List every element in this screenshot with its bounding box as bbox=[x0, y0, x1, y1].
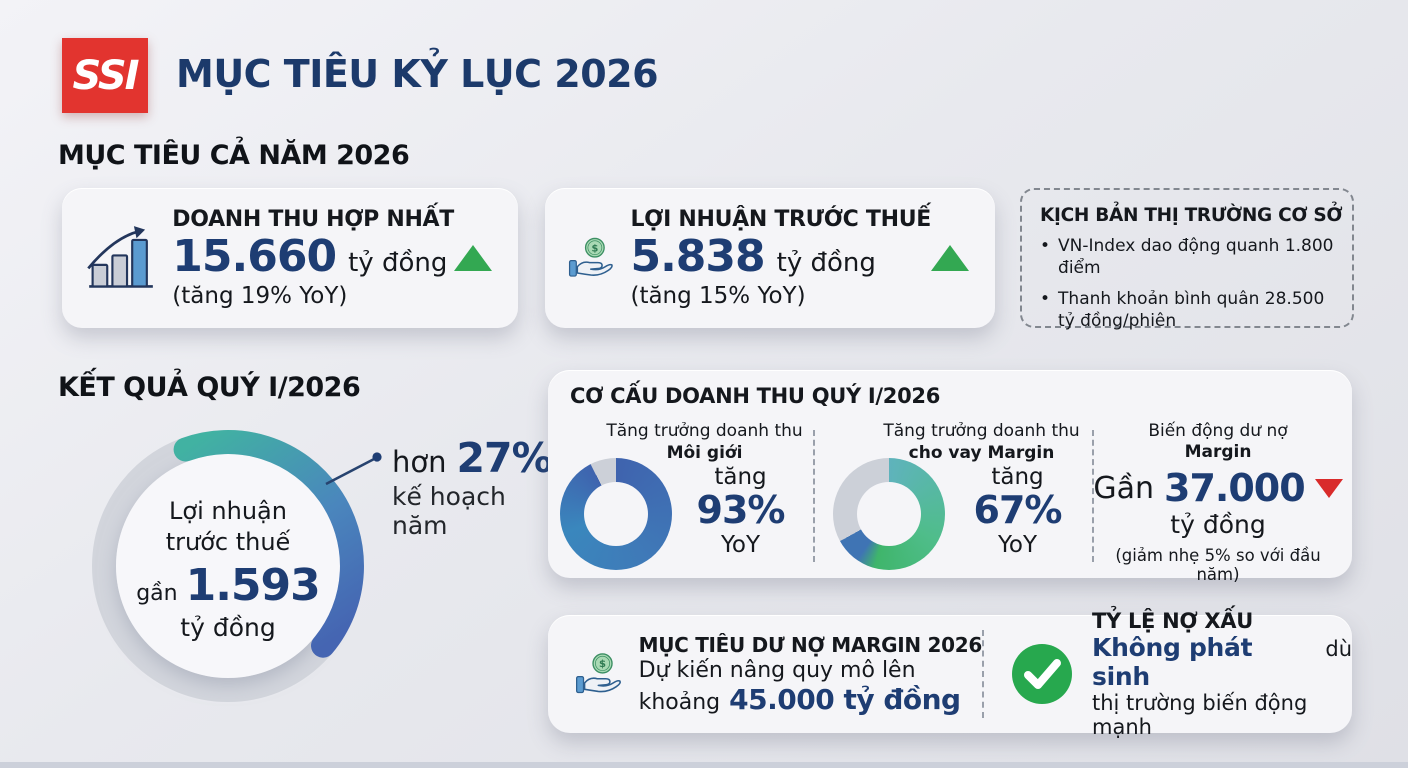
margin-lending-growth-item: Tăng trưởng doanh thu cho vay Margin tăn… bbox=[815, 420, 1092, 572]
revenue-card-text: DOANH THU HỢP NHẤT 15.660 tỷ đồng (tăng … bbox=[172, 207, 454, 308]
bar-chart-icon bbox=[87, 226, 153, 288]
margin-lending-label-line2: cho vay Margin bbox=[908, 443, 1055, 464]
revenue-unit: tỷ đồng bbox=[348, 248, 448, 279]
margin-target-title: MỤC TIÊU DƯ NỢ MARGIN 2026 bbox=[638, 632, 983, 657]
margin-balance-prefix: Gần bbox=[1093, 470, 1155, 506]
svg-text:$: $ bbox=[591, 243, 598, 254]
bullet-dot-icon: • bbox=[1040, 236, 1051, 256]
brokerage-label: Tăng trưởng doanh thu Môi giới bbox=[600, 420, 809, 464]
margin-target-prefix: khoảng bbox=[638, 689, 721, 715]
margin-lending-percent: 67% bbox=[973, 488, 1063, 532]
ssi-logo: SSI bbox=[62, 38, 148, 113]
scenario-bullet-2-text: Thanh khoản bình quân 28.500 tỷ đồng/phi… bbox=[1058, 289, 1325, 332]
bad-debt-suffix: dù bbox=[1325, 637, 1352, 661]
margin-lending-prefix: tăng bbox=[991, 464, 1044, 490]
margin-lending-stats: tăng 67% YoY bbox=[947, 464, 1088, 558]
brokerage-stats: tăng 93% YoY bbox=[672, 464, 809, 558]
q1-section-heading: KẾT QUẢ QUÝ I/2026 bbox=[58, 372, 361, 403]
profit-card: $ LỢI NHUẬN TRƯỚC THUẾ 5.838 tỷ đồng (tă… bbox=[545, 188, 995, 328]
donut-label-line2: trước thuế bbox=[165, 528, 291, 557]
revenue-mix-body: Tăng trưởng doanh thu Môi giới tăng 93% … bbox=[548, 420, 1352, 584]
dashed-divider bbox=[982, 630, 984, 718]
dashed-divider bbox=[813, 430, 815, 562]
donut-unit: tỷ đồng bbox=[180, 613, 276, 643]
donut-callout: hơn 27% kế hoạch năm bbox=[392, 434, 553, 540]
ssi-logo-text: SSI bbox=[72, 52, 139, 99]
revenue-mix-title: CƠ CẤU DOANH THU QUÝ I/2026 bbox=[570, 384, 941, 408]
page-title: MỤC TIÊU KỶ LỤC 2026 bbox=[176, 52, 659, 96]
page-bottom-strip bbox=[0, 762, 1408, 768]
bad-debt-text: TỶ LỆ NỢ XẤU Không phát sinh dù thị trườ… bbox=[1092, 609, 1352, 739]
profit-unit: tỷ đồng bbox=[776, 248, 876, 279]
margin-lending-suffix: YoY bbox=[997, 531, 1038, 558]
margin-lending-donut-chart bbox=[833, 458, 945, 570]
bad-debt-title: TỶ LỆ NỢ XẤU bbox=[1092, 609, 1254, 633]
brokerage-suffix: YoY bbox=[720, 531, 761, 558]
margin-target-value: 45.000 tỷ đồng bbox=[729, 682, 961, 716]
down-triangle-icon bbox=[1314, 478, 1343, 498]
svg-text:$: $ bbox=[599, 659, 606, 670]
market-scenario-card: KỊCH BẢN THỊ TRƯỜNG CƠ SỞ • VN-Index dao… bbox=[1020, 188, 1354, 331]
brokerage-prefix: tăng bbox=[714, 464, 767, 490]
margin-balance-value: 37.000 bbox=[1164, 466, 1306, 511]
margin-balance-stack: Biến động dư nợ Margin Gần 37.000 tỷ đồn… bbox=[1093, 420, 1343, 585]
callout-suffix: kế hoạch năm bbox=[392, 482, 506, 540]
bad-debt-highlight: Không phát sinh bbox=[1092, 633, 1253, 691]
donut-value: 1.593 bbox=[185, 560, 321, 612]
hand-coin-icon: $ bbox=[576, 653, 621, 694]
margin-balance-item: Biến động dư nợ Margin Gần 37.000 tỷ đồn… bbox=[1093, 420, 1352, 584]
donut-chart bbox=[92, 430, 364, 702]
margin-target-left: $ MỤC TIÊU DƯ NỢ MARGIN 2026 Dự kiến nân… bbox=[548, 633, 982, 716]
scenario-bullet-1: • VN-Index dao động quanh 1.800 điểm bbox=[1040, 235, 1338, 279]
revenue-card: DOANH THU HỢP NHẤT 15.660 tỷ đồng (tăng … bbox=[62, 188, 518, 328]
margin-target-line1: Dự kiến nâng quy mô lên bbox=[638, 657, 916, 683]
profit-value: 5.838 bbox=[630, 231, 765, 283]
profit-progress-donut: Lợi nhuận trước thuế gần 1.593 tỷ đồng h… bbox=[58, 418, 553, 720]
margin-balance-label-line2: Margin bbox=[1184, 442, 1252, 463]
brokerage-percent: 93% bbox=[696, 488, 786, 532]
revenue-note: (tăng 19% YoY) bbox=[172, 282, 348, 309]
margin-balance-note: (giảm nhẹ 5% so với đầu năm) bbox=[1115, 546, 1321, 585]
profit-card-text: LỢI NHUẬN TRƯỚC THUẾ 5.838 tỷ đồng (tăng… bbox=[630, 207, 931, 308]
bad-debt-section: TỶ LỆ NỢ XẤU Không phát sinh dù thị trườ… bbox=[984, 609, 1352, 739]
brokerage-label-line2: Môi giới bbox=[666, 443, 743, 464]
revenue-mix-card: CƠ CẤU DOANH THU QUÝ I/2026 Tăng trưởng … bbox=[548, 370, 1352, 584]
up-triangle-icon bbox=[454, 245, 492, 271]
callout-value: 27% bbox=[456, 434, 553, 482]
bullet-dot-icon: • bbox=[1040, 289, 1051, 310]
bad-debt-line2: thị trường biến động mạnh bbox=[1092, 691, 1308, 739]
profit-card-title: LỢI NHUẬN TRƯỚC THUẾ bbox=[630, 207, 931, 233]
revenue-card-title: DOANH THU HỢP NHẤT bbox=[172, 207, 454, 233]
dashed-divider bbox=[1092, 430, 1094, 562]
callout-line bbox=[325, 452, 382, 486]
margin-lending-label-line1: Tăng trưởng doanh thu bbox=[883, 421, 1080, 441]
brokerage-donut-chart bbox=[560, 458, 672, 570]
brokerage-label-line1: Tăng trưởng doanh thu bbox=[606, 421, 803, 441]
scenario-bullet-2: • Thanh khoản bình quân 28.500 tỷ đồng/p… bbox=[1040, 288, 1338, 332]
up-triangle-icon bbox=[931, 245, 969, 271]
donut-value-prefix: gần bbox=[136, 581, 178, 607]
margin-target-text: MỤC TIÊU DƯ NỢ MARGIN 2026 Dự kiến nâng … bbox=[638, 632, 983, 716]
scenario-bullet-1-text: VN-Index dao động quanh 1.800 điểm bbox=[1058, 236, 1334, 279]
profit-note: (tăng 15% YoY) bbox=[630, 282, 806, 309]
check-circle-icon bbox=[1012, 644, 1072, 704]
hand-coin-icon: $ bbox=[568, 237, 613, 277]
annual-section-heading: MỤC TIÊU CẢ NĂM 2026 bbox=[58, 140, 410, 171]
donut-label-line1: Lợi nhuận bbox=[169, 497, 287, 525]
margin-lending-label: Tăng trưởng doanh thu cho vay Margin bbox=[875, 420, 1088, 464]
brokerage-growth-item: Tăng trưởng doanh thu Môi giới tăng 93% … bbox=[548, 420, 813, 572]
callout-prefix: hơn bbox=[392, 445, 447, 479]
margin-target-card: $ MỤC TIÊU DƯ NỢ MARGIN 2026 Dự kiến nân… bbox=[548, 609, 1352, 739]
market-scenario-title: KỊCH BẢN THỊ TRƯỜNG CƠ SỞ bbox=[1040, 205, 1343, 226]
margin-balance-label-line1: Biến động dư nợ bbox=[1148, 421, 1288, 441]
donut-center-label: Lợi nhuận trước thuế gần 1.593 tỷ đồng bbox=[118, 496, 338, 642]
margin-balance-unit: tỷ đồng bbox=[1170, 510, 1266, 540]
revenue-value: 15.660 bbox=[172, 231, 337, 283]
